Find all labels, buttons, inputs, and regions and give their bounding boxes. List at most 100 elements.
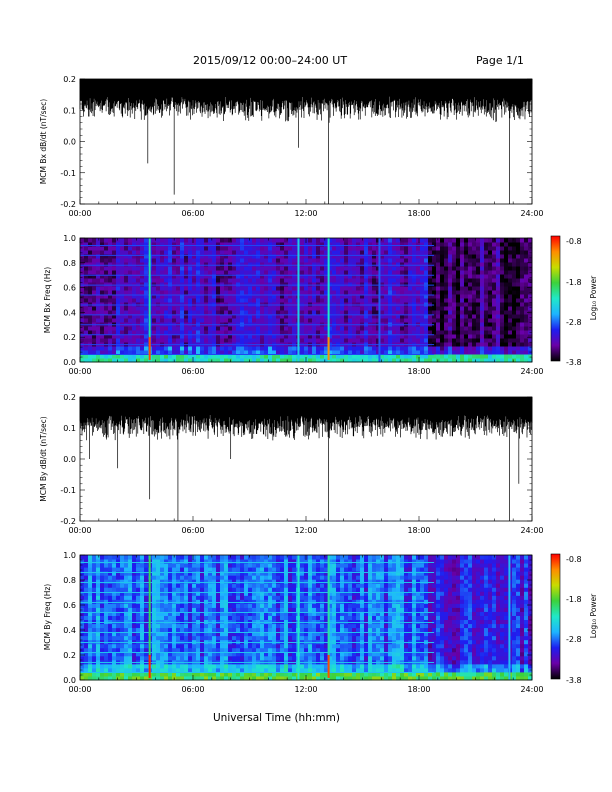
spectrogram-cell xyxy=(312,314,317,319)
spectrogram-cell xyxy=(136,571,141,576)
spectrogram-cell xyxy=(368,314,373,319)
spectrogram-cell xyxy=(180,246,185,251)
spectrogram-cell xyxy=(168,675,173,681)
spectrogram-cell xyxy=(172,326,177,331)
spectrogram-cell xyxy=(472,274,477,279)
spectrogram-cell xyxy=(200,238,205,243)
spectrogram-cell xyxy=(96,238,101,243)
spectrogram-cell xyxy=(396,306,401,311)
spectrogram-cell xyxy=(208,266,213,271)
spectrogram-cell xyxy=(172,294,177,299)
spectrogram-cell xyxy=(356,306,361,311)
spectrogram-cell xyxy=(392,246,397,251)
spectrogram-cell xyxy=(176,623,181,629)
spectrogram-cell xyxy=(524,350,529,355)
spectrogram-cell xyxy=(156,643,161,649)
spectrogram-cell xyxy=(328,354,333,359)
spectrogram-cell xyxy=(436,314,441,319)
spectrogram-cell xyxy=(376,318,381,323)
spectrogram-cell xyxy=(384,282,389,287)
bx-freq-ylabel: MCM Bx Freq (Hz) xyxy=(43,267,52,333)
spectrogram-cell xyxy=(252,354,257,359)
spectrogram-cell xyxy=(380,306,385,311)
spectrogram-cell xyxy=(208,298,213,303)
spectrogram-cell xyxy=(228,266,233,271)
spectrogram-cell xyxy=(236,290,241,295)
spectrogram-cell xyxy=(244,290,249,295)
spectrogram-cell xyxy=(332,334,337,339)
spectrogram-cell xyxy=(144,286,149,291)
spectrogram-cell xyxy=(92,591,97,596)
spectrogram-cell xyxy=(456,258,461,263)
spectrogram-cell xyxy=(164,599,169,604)
spectrogram-cell xyxy=(464,274,469,279)
spectrogram-cell xyxy=(144,655,149,661)
spectrogram-cell xyxy=(476,266,481,271)
spectrogram-cell xyxy=(472,262,477,267)
spectrogram-cell xyxy=(512,330,517,335)
spectrogram-cell xyxy=(104,647,109,653)
spectrogram-cell xyxy=(388,254,393,259)
spectrogram-cell xyxy=(480,286,485,291)
spectrogram-cell xyxy=(132,611,137,616)
spectrogram-cell xyxy=(272,282,277,287)
spectrogram-cell xyxy=(80,302,85,307)
spectrogram-cell xyxy=(228,254,233,259)
spectrogram-cell xyxy=(212,346,217,351)
spectrogram-cell xyxy=(200,639,205,645)
spectrogram-cell xyxy=(288,278,293,283)
spectrogram-cell xyxy=(104,246,109,251)
spectrogram-cell xyxy=(204,298,209,303)
spectrogram-cell xyxy=(316,254,321,259)
spectrogram-cell xyxy=(464,318,469,323)
spectrogram-cell xyxy=(96,663,101,669)
spectrogram-cell xyxy=(112,326,117,331)
spectrogram-cell xyxy=(116,623,121,629)
spectrogram-cell xyxy=(488,306,493,311)
spectrogram-cell xyxy=(176,651,181,657)
spectrogram-cell xyxy=(352,250,357,255)
spectrogram-cell xyxy=(456,250,461,255)
spectrogram-cell xyxy=(488,262,493,267)
spectrogram-cell xyxy=(340,298,345,303)
spectrogram-cell xyxy=(92,270,97,275)
spectrogram-cell xyxy=(448,270,453,275)
spectrogram-cell xyxy=(168,338,173,343)
spectrogram-cell xyxy=(352,290,357,295)
spectrogram-cell xyxy=(264,350,269,355)
spectrogram-cell xyxy=(248,262,253,267)
spectrogram-cell xyxy=(100,623,105,629)
spectrogram-cell xyxy=(168,258,173,263)
spectrogram-cell xyxy=(308,338,313,343)
spectrogram-cell xyxy=(424,270,429,275)
spectrogram-cell xyxy=(216,667,221,673)
spectrogram-cell xyxy=(432,278,437,283)
spectrogram-cell xyxy=(500,318,505,323)
spectrogram-cell xyxy=(492,250,497,255)
spectrogram-cell xyxy=(352,266,357,271)
spectrogram-cell xyxy=(204,278,209,283)
spectrogram-cell xyxy=(256,282,261,287)
spectrogram-cell xyxy=(224,338,229,343)
spectrogram-cell xyxy=(336,282,341,287)
spectrogram-cell xyxy=(276,254,281,259)
spectrogram-cell xyxy=(388,290,393,295)
spectrogram-cell xyxy=(360,290,365,295)
spectrogram-cell xyxy=(120,603,125,608)
spectrogram-cell xyxy=(492,314,497,319)
spectrogram-cell xyxy=(500,334,505,339)
spectrogram-cell xyxy=(448,254,453,259)
spectrogram-cell xyxy=(140,266,145,271)
spectrogram-cell xyxy=(280,238,285,243)
spectrogram-cell xyxy=(112,599,117,604)
spectrogram-cell xyxy=(408,314,413,319)
spectrogram-cell xyxy=(212,667,217,673)
spectrogram-cell xyxy=(180,266,185,271)
spectrogram-cell xyxy=(136,583,141,588)
spectrogram-cell xyxy=(180,278,185,283)
spectrogram-cell xyxy=(144,274,149,279)
spectrogram-cell xyxy=(80,346,85,351)
spectrogram-cell xyxy=(340,350,345,355)
spectrogram-cell xyxy=(164,262,169,267)
spectrogram-cell xyxy=(96,270,101,275)
